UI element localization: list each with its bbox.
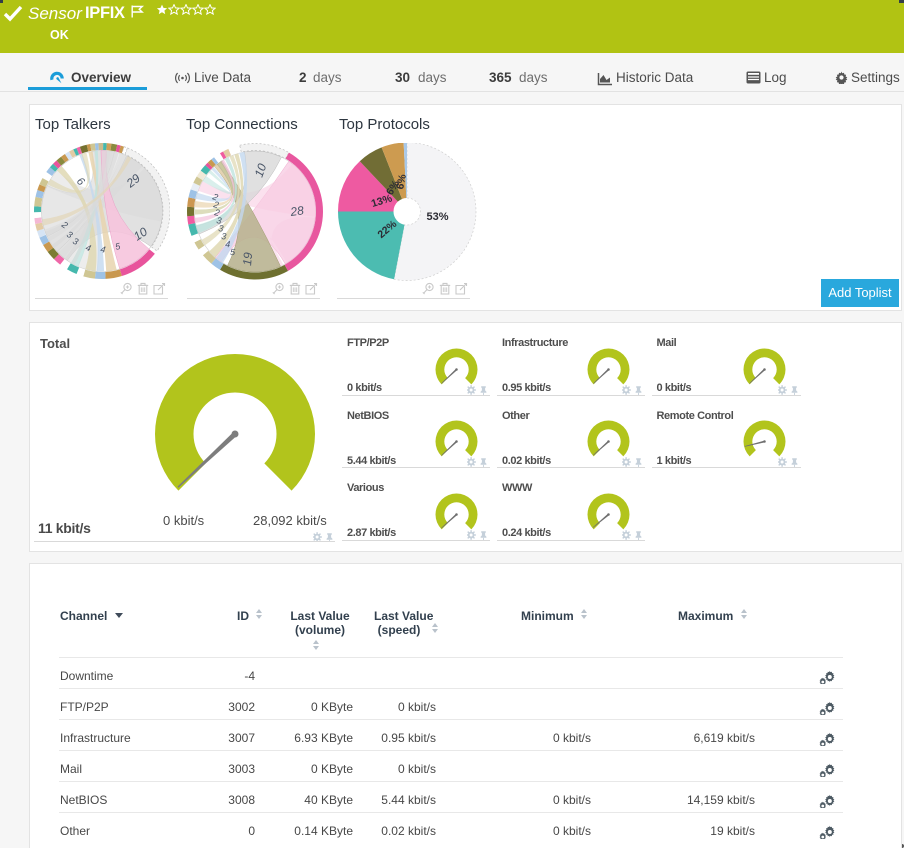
svg-text:2: 2 — [59, 219, 70, 231]
svg-text:19: 19 — [240, 251, 255, 266]
svg-text:3: 3 — [216, 215, 223, 226]
svg-text:10: 10 — [252, 161, 270, 179]
svg-text:3: 3 — [65, 229, 74, 240]
svg-text:5: 5 — [114, 241, 122, 252]
svg-text:4: 4 — [225, 239, 231, 249]
svg-text:4: 4 — [84, 242, 92, 253]
svg-text:3: 3 — [221, 231, 227, 241]
svg-text:2: 2 — [212, 199, 220, 210]
svg-text:3: 3 — [218, 223, 224, 234]
svg-text:2: 2 — [213, 207, 221, 218]
svg-text:28: 28 — [288, 203, 304, 219]
svg-text:4: 4 — [100, 244, 107, 255]
svg-text:6%: 6% — [394, 172, 409, 190]
svg-text:53%: 53% — [427, 211, 449, 223]
svg-text:5: 5 — [230, 247, 236, 257]
svg-text:3: 3 — [71, 236, 80, 247]
svg-text:2: 2 — [210, 191, 219, 202]
